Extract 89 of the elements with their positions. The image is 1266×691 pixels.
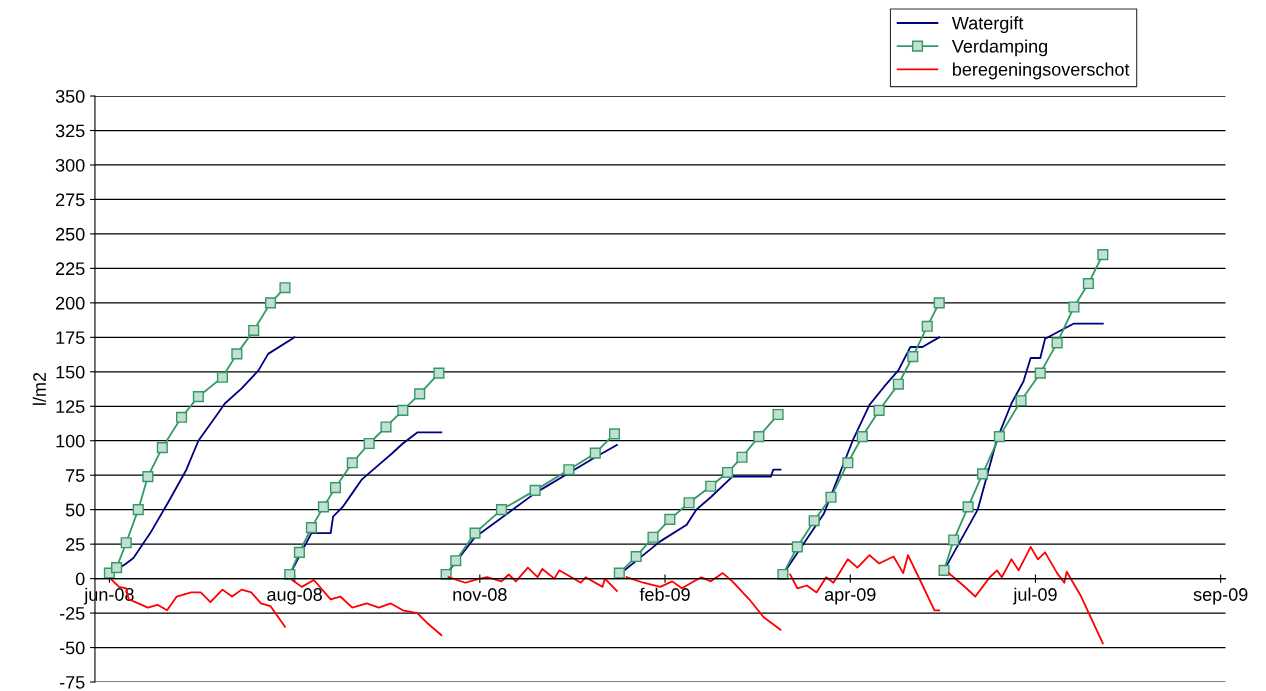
point (892, 378, 904, 390)
y-tick-label: -75 (59, 676, 85, 689)
point (216, 371, 228, 383)
point (736, 451, 748, 463)
point (1082, 278, 1094, 290)
legend-label: Watergift (951, 16, 1024, 34)
x-tick-label: jul-09 (1012, 587, 1057, 605)
point (608, 428, 621, 440)
point (1015, 395, 1027, 407)
y-tick-label: 225 (56, 262, 85, 276)
point (317, 501, 330, 513)
y-tick-label: 100 (56, 434, 85, 448)
point (772, 408, 784, 421)
point (962, 501, 974, 513)
point (192, 391, 204, 403)
point (248, 324, 260, 336)
point (825, 491, 837, 503)
y-tick-label: 175 (56, 331, 85, 345)
x-tick-label: feb-09 (639, 587, 690, 601)
point (329, 482, 342, 494)
point (142, 471, 154, 483)
point (722, 466, 734, 479)
point (469, 527, 481, 539)
point (529, 484, 541, 496)
y-tick-label: 75 (66, 469, 85, 482)
point (279, 282, 291, 294)
y-tick-label: 0 (75, 572, 85, 586)
point (380, 421, 392, 433)
y-tick-label: 200 (56, 296, 85, 310)
y-tick-label: 350 (55, 89, 85, 103)
y-tick-label: 325 (55, 124, 85, 138)
point (613, 567, 625, 579)
y-tick-label: 250 (56, 227, 85, 241)
point (791, 541, 803, 553)
point (938, 564, 950, 576)
point (589, 447, 601, 459)
point (264, 297, 277, 309)
point (231, 348, 243, 360)
y-tick-label: 125 (56, 400, 85, 413)
point (132, 504, 144, 516)
y-tick-label: 25 (66, 538, 85, 551)
point (495, 504, 508, 516)
point (933, 297, 945, 309)
x-tick-label: nov-08 (453, 588, 507, 601)
point (948, 534, 960, 546)
y-axis-title: l/m2 (32, 372, 46, 405)
point (156, 442, 168, 454)
point (305, 522, 317, 534)
point (907, 351, 919, 363)
point (976, 468, 989, 480)
point (1051, 337, 1063, 349)
point (921, 320, 933, 332)
point (856, 431, 868, 443)
point (363, 437, 375, 450)
point (630, 550, 642, 563)
point (1068, 301, 1080, 313)
point (647, 531, 659, 543)
point (414, 388, 426, 400)
point (293, 546, 305, 558)
y-tick-label: 50 (65, 503, 85, 517)
y-tick-label: -50 (59, 641, 85, 655)
y-tick-label: 150 (56, 365, 85, 379)
point (120, 537, 132, 549)
point (397, 404, 409, 416)
point (705, 480, 717, 492)
point (683, 497, 695, 509)
legend-label: Verdamping (951, 39, 1048, 57)
point (433, 367, 445, 379)
x-tick-label: apr-09 (824, 588, 876, 605)
x-tick-label: sep-09 (1193, 588, 1248, 605)
point (346, 457, 358, 469)
point (175, 411, 188, 423)
point (842, 457, 854, 469)
point (993, 431, 1005, 443)
point (563, 464, 575, 476)
y-tick-label: 300 (55, 158, 85, 172)
point (808, 515, 820, 527)
point (111, 562, 123, 574)
point (753, 431, 765, 443)
point (664, 513, 676, 525)
x-tick-label: aug-08 (267, 588, 322, 605)
legend-label: beregeningsoverschot (953, 62, 1130, 80)
point (873, 404, 885, 416)
point (1034, 367, 1046, 379)
point (1097, 249, 1109, 261)
point (777, 568, 789, 581)
point (450, 555, 462, 567)
y-tick-label: -25 (59, 607, 85, 620)
y-tick-label: 275 (56, 193, 85, 207)
